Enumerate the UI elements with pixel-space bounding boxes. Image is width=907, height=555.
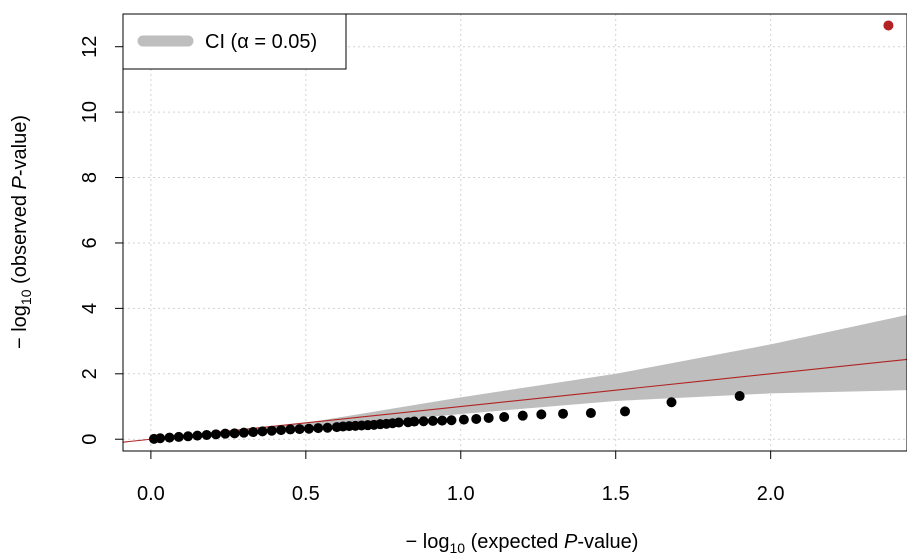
data-point [303, 423, 314, 434]
legend-label: CI (α = 0.05) [205, 31, 317, 53]
data-point [220, 428, 231, 439]
legend: CI (α = 0.05) [122, 13, 347, 70]
x-axis-label: − log10 (expected P-value) [406, 531, 639, 555]
data-point [499, 411, 510, 422]
y-axis-label: − log10 (observed P-value) [9, 115, 34, 349]
data-point [201, 429, 212, 440]
data-point [734, 391, 745, 402]
y-tick-label: 10 [79, 101, 101, 123]
data-point [458, 414, 469, 425]
data-point [322, 422, 333, 433]
data-point [148, 433, 159, 444]
x-tick-label: 0.5 [292, 483, 320, 505]
x-tick-label: 1.0 [447, 483, 475, 505]
data-point [238, 427, 249, 438]
data-point [483, 412, 494, 423]
y-tick-label: 8 [79, 172, 101, 183]
data-point [183, 431, 194, 442]
data-point [192, 430, 203, 441]
x-axis: 0.0 0.5 1.0 1.5 2.0 [137, 450, 785, 505]
data-point [620, 406, 631, 417]
y-tick-label: 6 [79, 237, 101, 248]
data-point [276, 425, 287, 436]
data-point [666, 397, 677, 408]
data-point [285, 424, 296, 435]
data-point [403, 417, 414, 428]
data-point [266, 425, 277, 436]
data-point [536, 409, 547, 420]
x-tick-label: 2.0 [757, 483, 785, 505]
data-point [313, 423, 324, 434]
data-point [173, 431, 184, 442]
data-point [248, 427, 259, 438]
y-tick-label: 12 [79, 36, 101, 58]
data-point [229, 428, 240, 439]
data-point [446, 415, 457, 426]
data-point [517, 410, 528, 421]
data-point [257, 426, 268, 437]
data-point [437, 415, 448, 426]
x-tick-label: 1.5 [602, 483, 630, 505]
data-point [418, 416, 429, 427]
points-layer [148, 20, 894, 444]
data-point [558, 408, 569, 419]
data-point [210, 429, 221, 440]
data-point [585, 408, 596, 419]
y-axis: 0 2 4 6 8 10 12 [79, 36, 124, 445]
x-tick-label: 0.0 [137, 483, 165, 505]
data-point [471, 413, 482, 424]
confidence-band [150, 314, 907, 440]
y-tick-label: 4 [79, 303, 101, 314]
data-point [331, 422, 342, 433]
data-point [164, 432, 175, 443]
data-point [294, 424, 305, 435]
y-tick-label: 0 [79, 434, 101, 445]
data-point [427, 415, 438, 426]
y-tick-label: 2 [79, 368, 101, 379]
data-point [883, 20, 894, 31]
